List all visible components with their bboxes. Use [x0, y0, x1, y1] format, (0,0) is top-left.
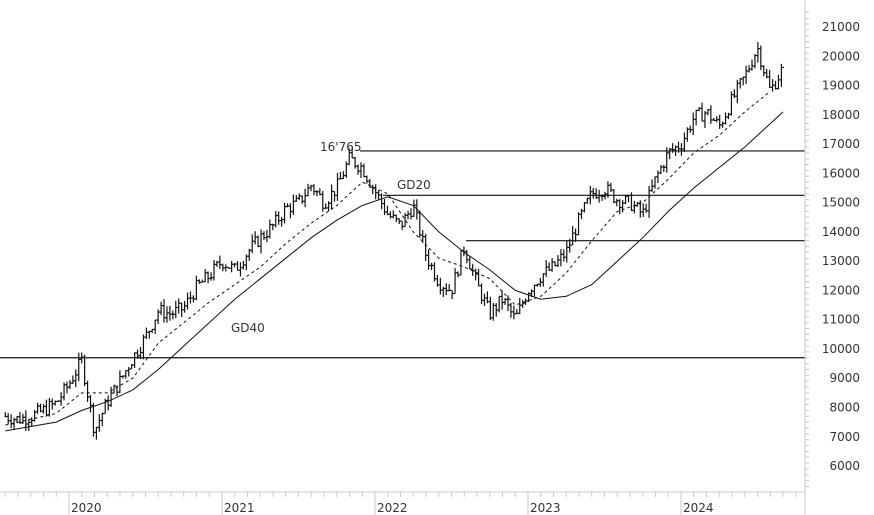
y-tick-label: 16000 [822, 166, 860, 180]
y-tick-label: 21000 [822, 20, 860, 34]
gd20-line [5, 91, 771, 426]
x-tick-label: 2020 [71, 501, 102, 515]
x-tick-label: 2023 [530, 501, 561, 515]
gd40-label: GD40 [231, 321, 265, 335]
y-tick-label: 20000 [822, 49, 860, 63]
y-tick-label: 14000 [822, 225, 860, 239]
x-tick-label: 2024 [683, 501, 714, 515]
x-tick-label: 2021 [224, 501, 255, 515]
y-tick-label: 11000 [822, 313, 860, 327]
y-tick-label: 7000 [829, 430, 860, 444]
y-tick-label: 19000 [822, 79, 860, 93]
y-tick-label: 12000 [822, 283, 860, 297]
x-tick-label: 2022 [377, 501, 408, 515]
y-tick-label: 13000 [822, 254, 860, 268]
gd20-label: GD20 [397, 178, 431, 192]
y-tick-label: 18000 [822, 108, 860, 122]
y-tick-label: 9000 [829, 371, 860, 385]
price-bars [4, 42, 784, 440]
y-tick-label: 8000 [829, 401, 860, 415]
y-tick-label: 6000 [829, 459, 860, 473]
moving-averages [5, 91, 784, 432]
y-tick-label: 10000 [822, 342, 860, 356]
peak-label: 16'765 [320, 140, 361, 154]
x-axis: 2020 2021 2022 2023 2024 [0, 491, 805, 515]
gd40-line [5, 111, 784, 432]
y-axis: 6000 7000 8000 9000 10000 11000 12000 13000 1400… [804, 0, 860, 515]
y-tick-label: 17000 [822, 137, 860, 151]
y-tick-label: 15000 [822, 196, 860, 210]
